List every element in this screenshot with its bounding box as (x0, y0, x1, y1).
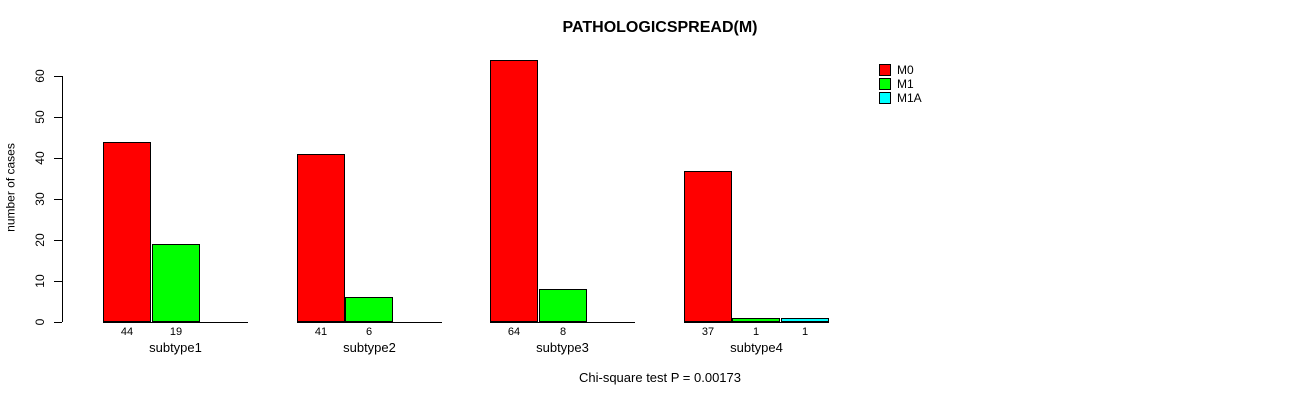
y-tick (54, 199, 62, 200)
x-axis-baseline (297, 322, 442, 323)
x-category-label: subtype2 (343, 340, 396, 355)
y-tick (54, 76, 62, 77)
x-axis-baseline (103, 322, 248, 323)
bar-value-label: 19 (169, 326, 183, 338)
y-tick-label: 0 (33, 318, 47, 326)
bar-value-label: 41 (314, 326, 328, 338)
y-tick-label: 60 (33, 69, 47, 83)
legend-swatch-m0 (879, 63, 891, 76)
bar-m0-subtype3 (490, 60, 538, 322)
x-category-label: subtype1 (149, 340, 202, 355)
y-tick (54, 240, 62, 241)
legend-row-m0: M0 (879, 63, 922, 76)
bar-m1a-subtype4 (781, 318, 829, 322)
y-tick (54, 117, 62, 118)
chi-square-caption: Chi-square test P = 0.00173 (578, 370, 742, 385)
bar-m1-subtype4 (732, 318, 780, 322)
y-tick-label: 20 (33, 233, 47, 247)
y-axis-label: number of cases (3, 143, 18, 232)
bar-value-label: 1 (801, 326, 809, 338)
y-tick-label: 10 (33, 274, 47, 288)
bar-m1-subtype3 (539, 289, 587, 322)
bar-m1-subtype2 (345, 297, 393, 322)
x-axis-baseline (684, 322, 829, 323)
legend-label-m1a: M1A (897, 90, 922, 105)
y-tick-label: 40 (33, 151, 47, 165)
y-tick (54, 281, 62, 282)
bar-value-label: 1 (752, 326, 760, 338)
legend-label-m1: M1 (897, 76, 914, 91)
legend: M0 M1 M1A (879, 63, 922, 105)
legend-row-m1a: M1A (879, 91, 922, 104)
legend-swatch-m1a (879, 91, 891, 104)
bar-m0-subtype2 (297, 154, 345, 322)
x-category-label: subtype3 (536, 340, 589, 355)
y-tick (54, 322, 62, 323)
bar-value-label: 8 (559, 326, 567, 338)
bar-value-label: 37 (701, 326, 715, 338)
bar-m1-subtype1 (152, 244, 200, 322)
bar-value-label: 44 (120, 326, 134, 338)
legend-row-m1: M1 (879, 77, 922, 90)
x-axis-baseline (490, 322, 635, 323)
y-axis-line (62, 76, 63, 322)
bar-value-label: 6 (365, 326, 373, 338)
y-tick-label: 30 (33, 192, 47, 206)
y-tick (54, 158, 62, 159)
bar-m0-subtype1 (103, 142, 151, 322)
x-category-label: subtype4 (730, 340, 783, 355)
legend-swatch-m1 (879, 77, 891, 90)
legend-label-m0: M0 (897, 62, 914, 77)
bar-m0-subtype4 (684, 171, 732, 322)
chart-title: PATHOLOGICSPREAD(M) (562, 19, 758, 36)
bar-value-label: 64 (507, 326, 521, 338)
y-tick-label: 50 (33, 110, 47, 124)
